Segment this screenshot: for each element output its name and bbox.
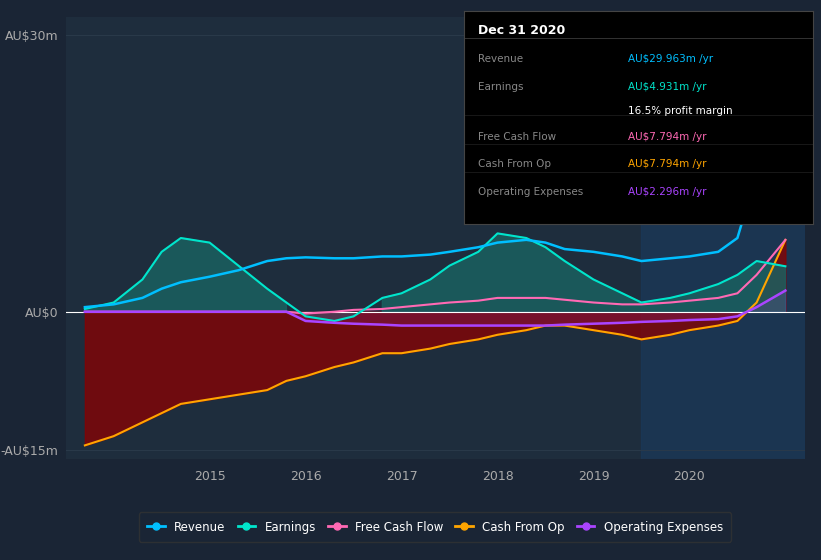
Text: Free Cash Flow: Free Cash Flow xyxy=(478,133,556,142)
Text: Dec 31 2020: Dec 31 2020 xyxy=(478,24,565,37)
Text: 16.5% profit margin: 16.5% profit margin xyxy=(628,106,732,116)
Text: Cash From Op: Cash From Op xyxy=(478,159,551,169)
Text: AU$4.931m /yr: AU$4.931m /yr xyxy=(628,82,706,92)
Text: Operating Expenses: Operating Expenses xyxy=(478,187,583,197)
Text: AU$2.296m /yr: AU$2.296m /yr xyxy=(628,187,706,197)
Bar xyxy=(641,17,805,459)
Text: Earnings: Earnings xyxy=(478,82,523,92)
Legend: Revenue, Earnings, Free Cash Flow, Cash From Op, Operating Expenses: Revenue, Earnings, Free Cash Flow, Cash … xyxy=(139,512,732,542)
Text: AU$7.794m /yr: AU$7.794m /yr xyxy=(628,133,706,142)
Text: AU$7.794m /yr: AU$7.794m /yr xyxy=(628,159,706,169)
Text: Revenue: Revenue xyxy=(478,54,523,64)
Text: AU$29.963m /yr: AU$29.963m /yr xyxy=(628,54,713,64)
